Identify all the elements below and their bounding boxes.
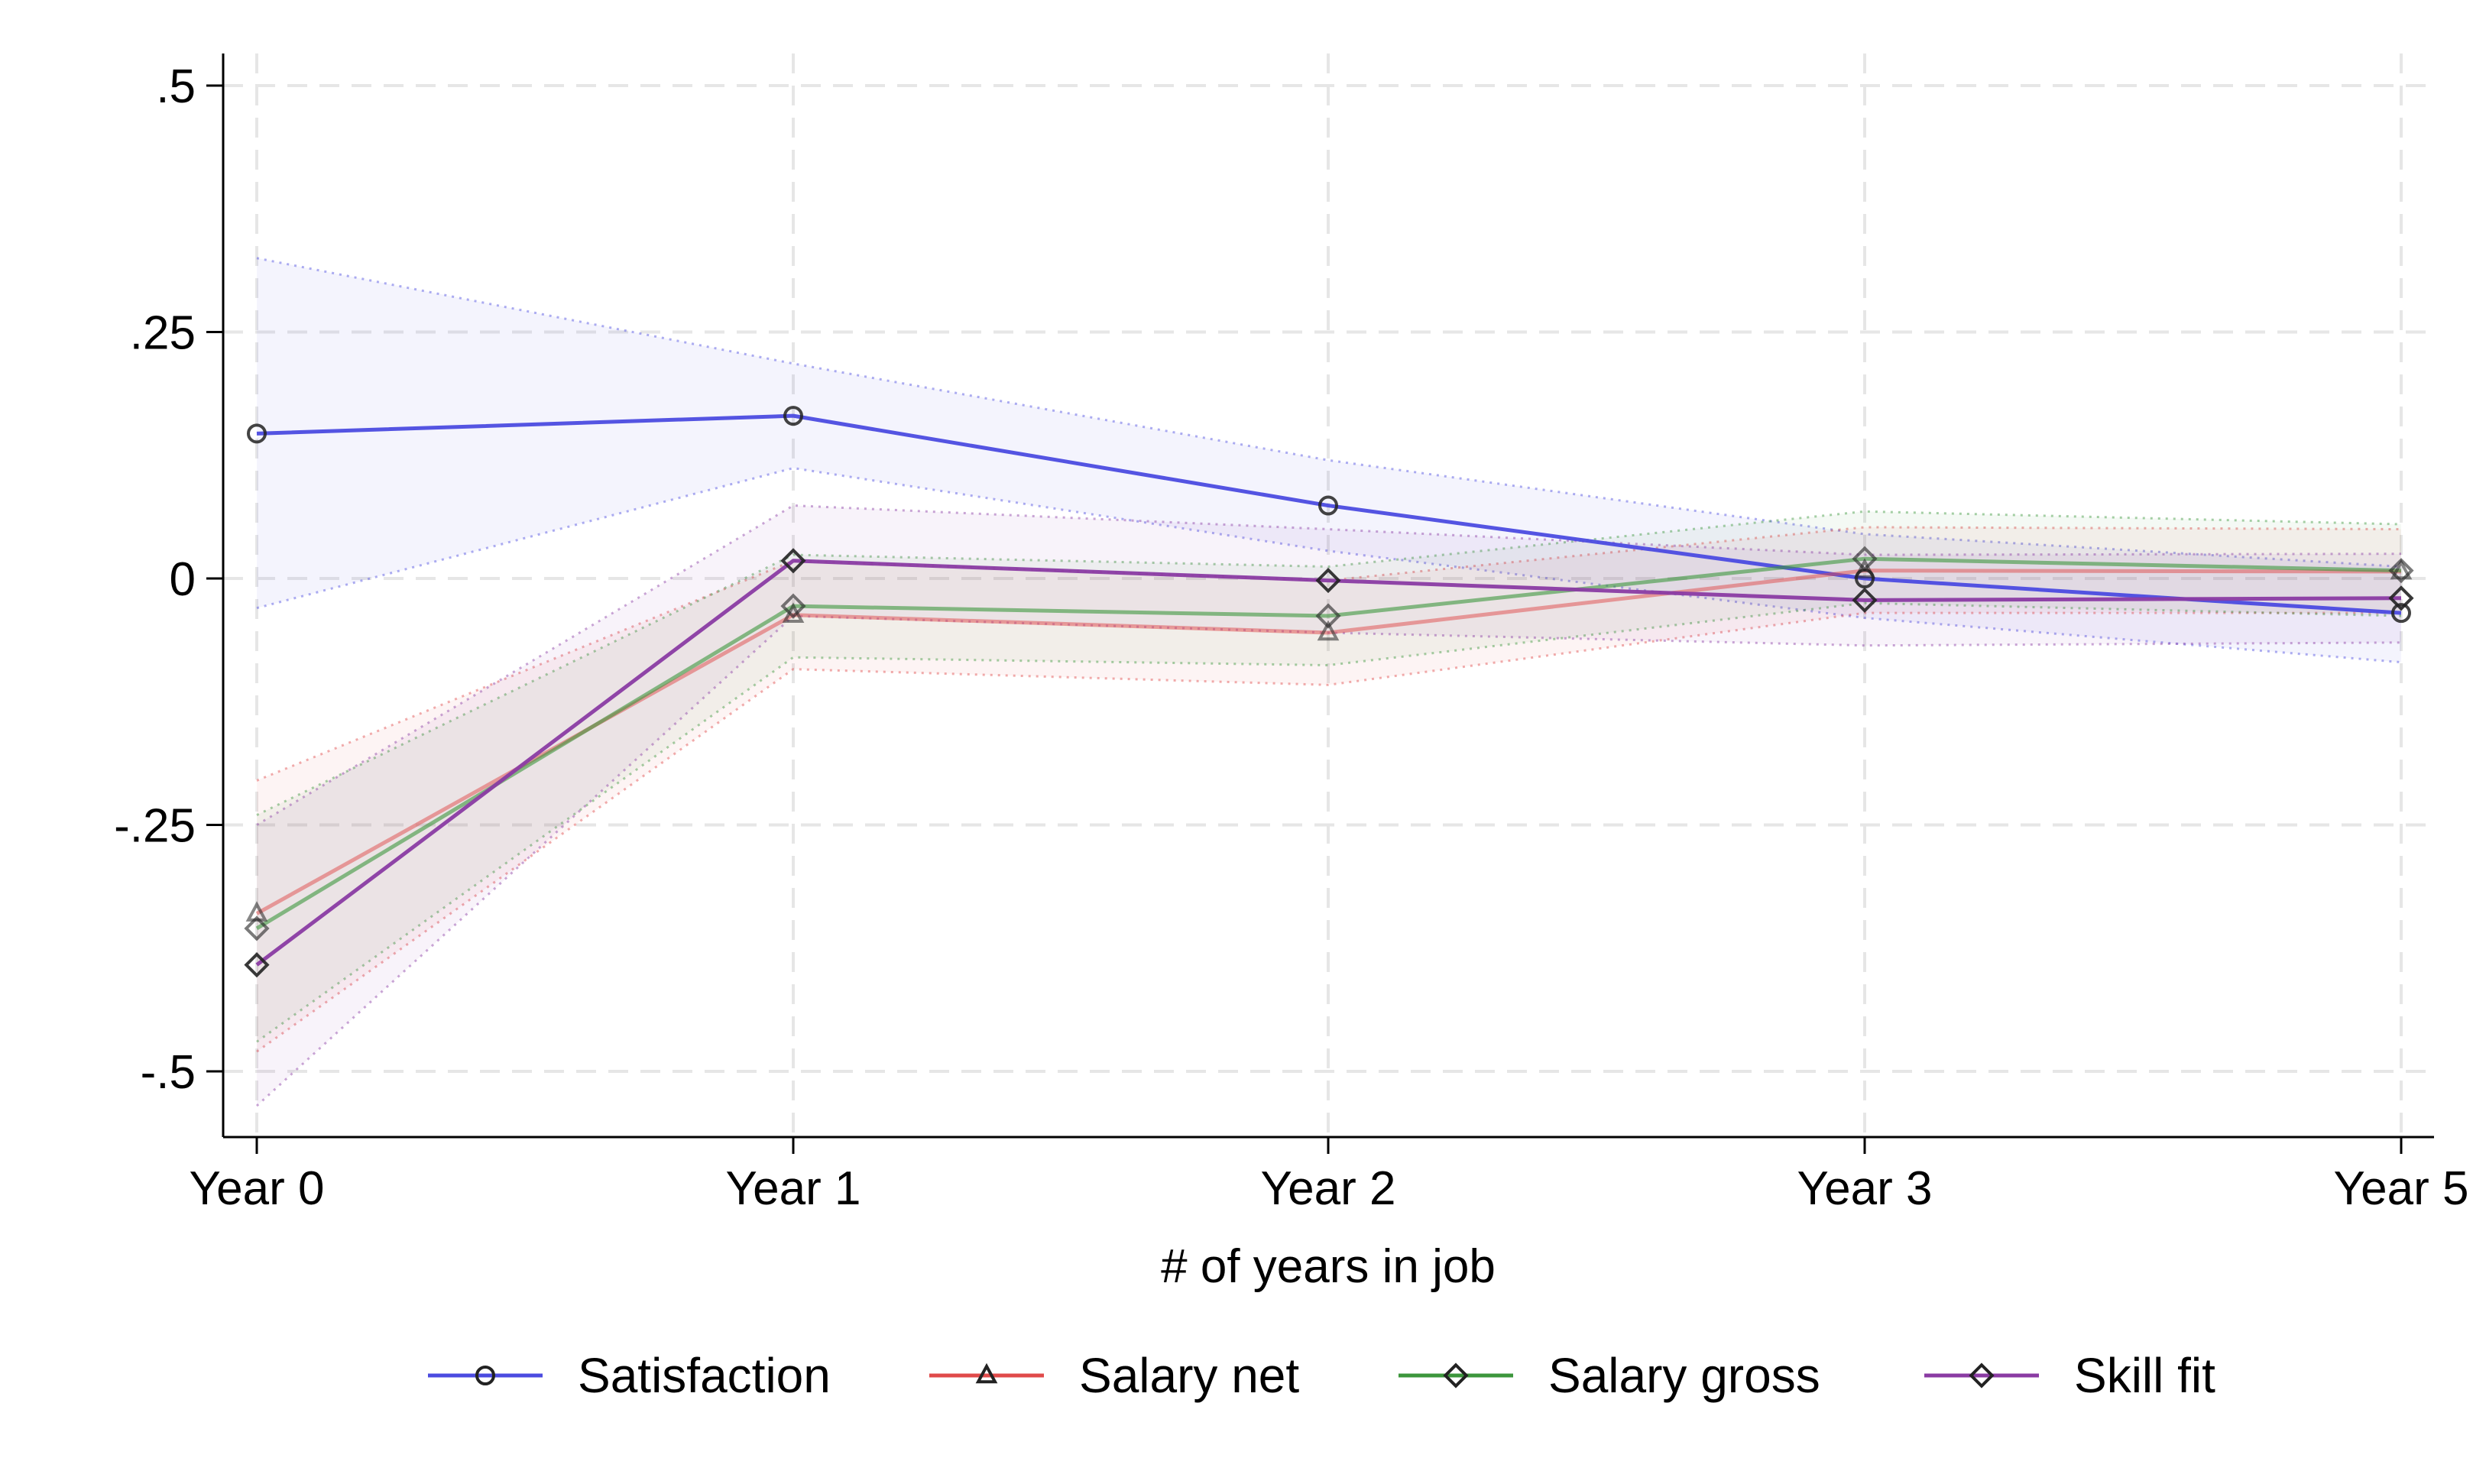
- data-point: [783, 406, 803, 426]
- data-point: [1315, 568, 1341, 594]
- series-line: [256, 413, 2402, 615]
- data-point: [2388, 558, 2414, 584]
- legend-marker: [1443, 1362, 1469, 1388]
- legend-marker: [1969, 1362, 1995, 1388]
- y-ticks: .5 .25 0 -.25 -.5: [114, 60, 223, 1099]
- x-tick-label: Year 2: [1261, 1162, 1396, 1215]
- data-point: [244, 952, 270, 978]
- series-line: [255, 559, 2402, 967]
- x-axis-title: # of years in job: [1161, 1240, 1496, 1293]
- data-point: [1852, 546, 1878, 572]
- data-point: [2390, 559, 2413, 580]
- legend-label: Skill fit: [2074, 1348, 2215, 1403]
- data-point: [780, 593, 806, 619]
- data-point: [780, 548, 806, 574]
- data-point: [1315, 603, 1341, 629]
- x-ticks: Year 0 Year 1 Year 2 Year 3 Year 5: [190, 1137, 2469, 1215]
- data-point: [244, 915, 270, 941]
- series-lines: [255, 413, 2402, 967]
- legend-marker: [475, 1366, 495, 1385]
- legend-item: Salary gross: [1399, 1348, 1820, 1403]
- x-tick-label: Year 1: [726, 1162, 861, 1215]
- ci-band: [257, 527, 2401, 1052]
- y-tick-label: -.25: [114, 800, 196, 853]
- legend-item: Skill fit: [1924, 1348, 2215, 1403]
- ci-band: [257, 511, 2401, 1042]
- ci-lower-bound: [256, 611, 2401, 1053]
- data-point: [1317, 620, 1340, 641]
- legend: Satisfaction Salary net Salary gross Skill …: [428, 1348, 2215, 1403]
- legend-marker: [975, 1362, 998, 1384]
- legend-label: Salary gross: [1548, 1348, 1820, 1403]
- data-point: [2388, 585, 2414, 611]
- series-line: [255, 556, 2402, 931]
- y-tick-label: 0: [170, 553, 196, 606]
- x-tick-label: Year 5: [2334, 1162, 2469, 1215]
- x-tick-label: Year 0: [190, 1162, 325, 1215]
- legend-label: Salary net: [1079, 1348, 1299, 1403]
- gridlines: [223, 53, 2434, 1137]
- y-tick-label: -.5: [141, 1046, 196, 1099]
- data-point: [1852, 587, 1878, 613]
- data-point: [1318, 495, 1338, 516]
- legend-label: Satisfaction: [578, 1348, 831, 1403]
- data-point: [1853, 558, 1876, 578]
- y-tick-label: .5: [156, 60, 196, 113]
- data-point: [2391, 603, 2411, 624]
- legend-item: Salary net: [929, 1348, 1299, 1403]
- ci-upper-bound: [256, 510, 2402, 816]
- y-tick-label: .25: [130, 307, 196, 360]
- series-markers: [244, 406, 2414, 978]
- legend-item: Satisfaction: [428, 1348, 831, 1403]
- data-point: [247, 423, 267, 444]
- x-tick-label: Year 3: [1797, 1162, 1933, 1215]
